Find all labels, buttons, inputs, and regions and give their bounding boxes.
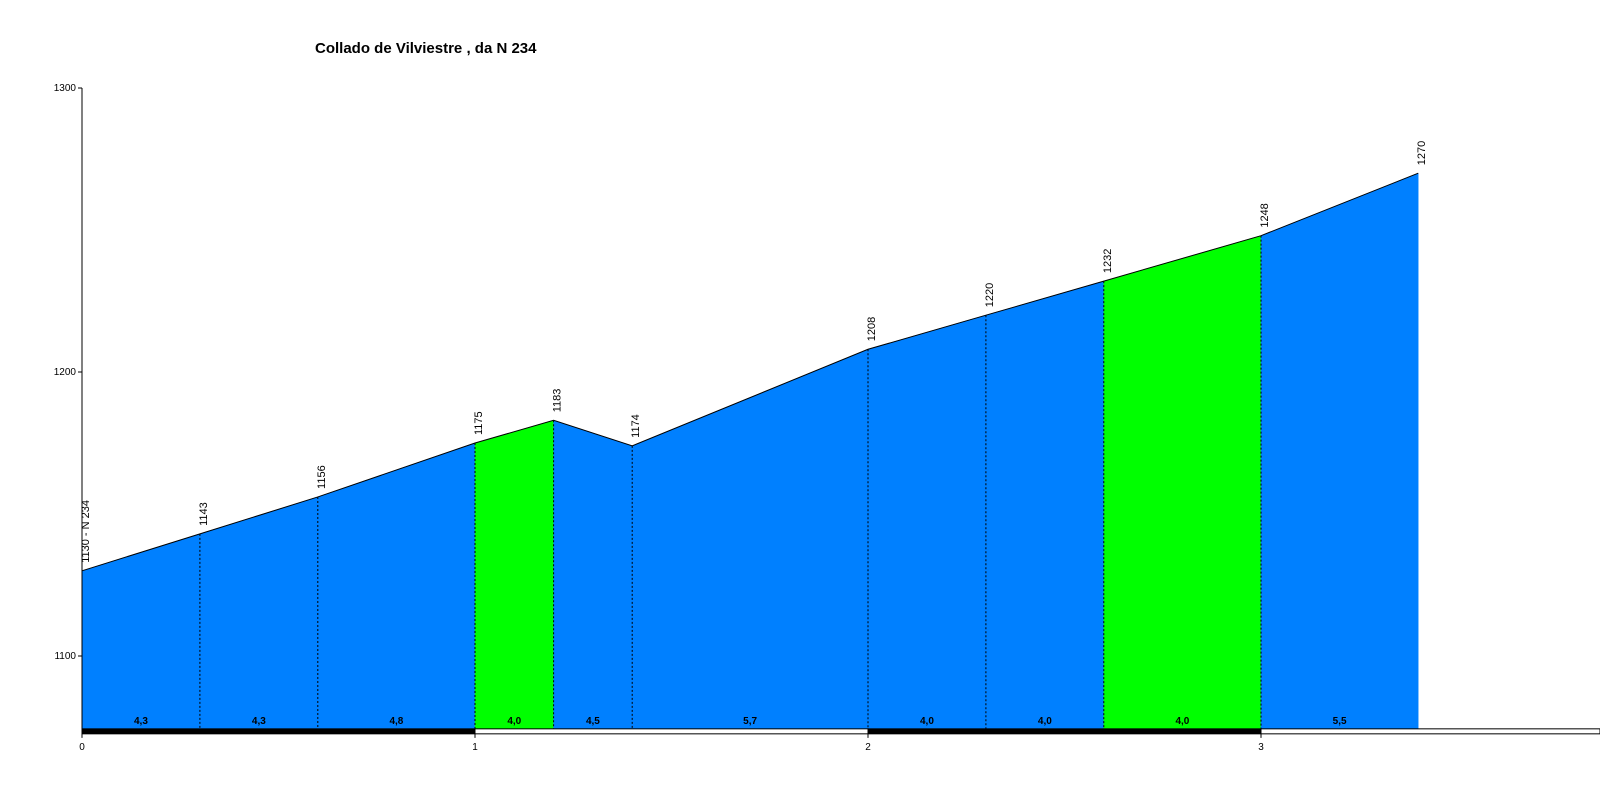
elevation-label: 1175 bbox=[473, 411, 485, 435]
elevation-labels: 1130 - N 234 1143 1156 1175 1183 1174 1208 1220… bbox=[80, 141, 1428, 563]
y-axis: 1100 1200 1300 bbox=[54, 83, 83, 730]
km-bar bbox=[81, 728, 1600, 735]
elevation-label: 1183 bbox=[552, 389, 564, 413]
segment-area-2 bbox=[199, 496, 319, 731]
elevation-label: 1270 bbox=[1416, 141, 1428, 165]
grade-label: 4,3 bbox=[134, 716, 148, 727]
segment-area-6 bbox=[631, 348, 869, 731]
elevation-label: 1130 - N 234 bbox=[80, 500, 92, 563]
segment-area-7 bbox=[867, 314, 987, 731]
y-tick-label: 1100 bbox=[54, 651, 76, 662]
grade-label: 4,0 bbox=[1038, 716, 1052, 727]
grade-label: 5,5 bbox=[1333, 716, 1347, 727]
km-bar-segment bbox=[1260, 728, 1600, 735]
segment-area-1 bbox=[81, 533, 201, 731]
elevation-label: 1220 bbox=[984, 283, 996, 307]
segment-area-8 bbox=[985, 280, 1105, 731]
chart-title: Collado de Vilviestre , da N 234 bbox=[315, 40, 537, 57]
grade-label: 4,8 bbox=[389, 716, 403, 727]
km-bar-segment bbox=[867, 728, 1262, 735]
segment-area-4 bbox=[474, 419, 554, 731]
x-tick-label: 1 bbox=[472, 742, 478, 753]
grade-label: 4,0 bbox=[1175, 716, 1189, 727]
profile-areas bbox=[81, 172, 1419, 731]
elevation-label: 1248 bbox=[1259, 203, 1271, 227]
profile-outline bbox=[81, 172, 1419, 572]
x-axis: 0 1 2 3 bbox=[79, 733, 1264, 753]
x-tick-label: 0 bbox=[79, 742, 85, 753]
x-tick-label: 3 bbox=[1258, 742, 1264, 753]
grade-label: 4,0 bbox=[507, 716, 521, 727]
elevation-label: 1232 bbox=[1102, 249, 1114, 273]
grade-label: 4,5 bbox=[586, 716, 600, 727]
km-bar-segment bbox=[81, 728, 476, 735]
elevation-label: 1208 bbox=[866, 317, 878, 341]
segment-area-9 bbox=[1103, 235, 1262, 731]
segment-area-5 bbox=[553, 419, 633, 731]
segment-area-3 bbox=[317, 442, 476, 731]
grade-label: 4,0 bbox=[920, 716, 934, 727]
grade-label: 4,3 bbox=[252, 716, 266, 727]
segment-dividers bbox=[199, 235, 1262, 730]
x-tick-label: 2 bbox=[865, 742, 871, 753]
elevation-label: 1156 bbox=[316, 465, 328, 489]
grade-label: 5,7 bbox=[743, 716, 757, 727]
profile-line bbox=[81, 172, 1419, 572]
elevation-label: 1174 bbox=[630, 414, 642, 438]
segment-area-10 bbox=[1260, 172, 1419, 731]
y-tick-label: 1300 bbox=[54, 83, 77, 94]
grade-labels: 4,3 4,3 4,8 4,0 4,5 5,7 4,0 4,0 4,0 5,5 bbox=[134, 716, 1347, 727]
elevation-label: 1143 bbox=[198, 502, 210, 526]
y-tick-label: 1200 bbox=[54, 367, 77, 378]
km-bar-segment bbox=[474, 728, 869, 735]
